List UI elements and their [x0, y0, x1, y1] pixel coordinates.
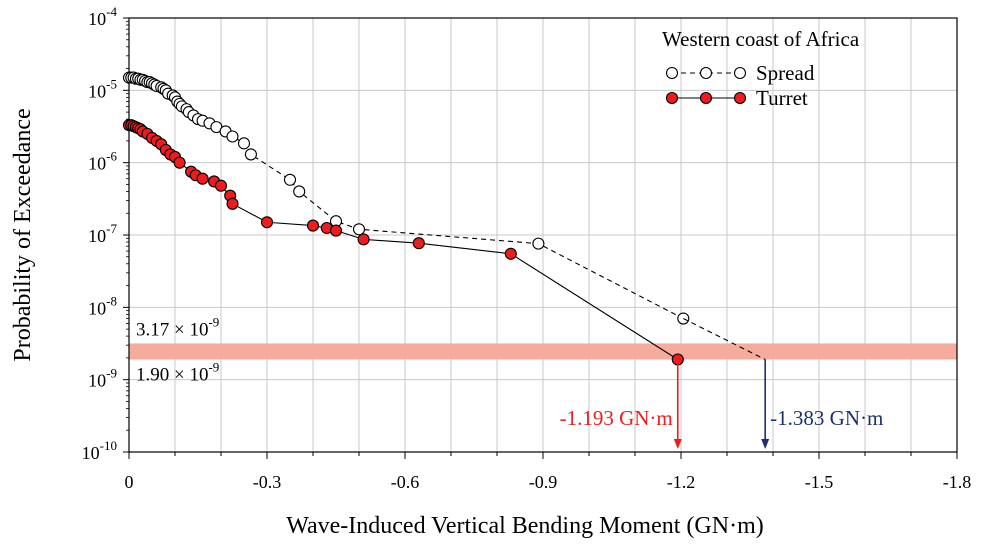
data-point-turret	[504, 247, 517, 260]
y-tick-label-exponent: -6	[106, 149, 117, 164]
x-tick-label: -0.3	[253, 472, 282, 492]
data-point-spread	[226, 130, 239, 143]
annotation-arrow-head	[673, 439, 682, 449]
legend-label: Spread	[756, 61, 815, 85]
y-tick-label-exponent: -7	[106, 221, 117, 236]
y-tick-label-exponent: -8	[106, 293, 117, 308]
data-point-turret	[329, 224, 343, 237]
y-axis-label: Probability of Exceedance	[10, 108, 36, 361]
data-point-turret	[412, 237, 425, 250]
annotation-label: -1.193 GN·m	[560, 406, 673, 430]
legend-title: Western coast of Africa	[662, 27, 860, 51]
series-line-spread	[129, 77, 684, 320]
annotation-layer: -1.193 GN·m -1.383 GN·m	[560, 359, 883, 449]
y-tick-label-exponent: -10	[100, 438, 117, 453]
band-label-upper: 3.17 × 10-9	[136, 314, 219, 340]
legend-marker	[665, 66, 679, 80]
legend-marker	[733, 66, 747, 80]
y-tick-label-exponent: -9	[106, 366, 117, 381]
data-point-spread	[283, 173, 297, 186]
data-point-turret	[214, 179, 228, 192]
data-point-turret	[196, 172, 209, 185]
legend-label: Turret	[756, 86, 808, 110]
y-tick-label: 10-6	[88, 149, 117, 174]
legend-marker	[699, 66, 713, 80]
data-point-turret	[226, 197, 239, 210]
x-tick-label: -1.5	[805, 472, 834, 492]
legend-marker	[733, 91, 747, 105]
data-point-spread	[293, 185, 306, 198]
y-tick-label-exponent: -5	[106, 76, 117, 91]
exceedance-band	[129, 343, 957, 360]
x-tick-label: -0.9	[529, 472, 558, 492]
y-tick-label: 10-7	[88, 221, 117, 246]
y-tick-label-exponent: -4	[106, 4, 117, 19]
grid-layer	[129, 18, 957, 452]
series-layer	[122, 71, 766, 366]
x-tick-label: -1.2	[667, 472, 696, 492]
annotation-label: -1.383 GN·m	[770, 406, 883, 430]
band-label-lower-exponent: -9	[208, 360, 219, 375]
data-point-spread	[237, 137, 251, 150]
x-tick-label: -0.6	[391, 472, 420, 492]
data-point-spread	[244, 148, 257, 161]
data-point-spread	[532, 237, 545, 250]
exceedance-band-layer: 3.17 × 10-9 1.90 × 10-9	[129, 314, 957, 386]
legend-marker	[665, 91, 679, 105]
band-label-upper-exponent: -9	[208, 314, 219, 329]
y-tick-label: 10-8	[88, 293, 117, 318]
x-tick-label: -1.8	[943, 472, 972, 492]
y-tick-label: 10-4	[88, 4, 117, 29]
x-tick-label: 0	[125, 472, 134, 492]
data-point-spread	[352, 223, 366, 236]
annotation-arrow-head	[761, 439, 770, 449]
axes-layer: 0 -0.3 -0.6 -0.9 -1.2 -1.5 -1.8 10-10 10-9 10-8 10…	[82, 4, 972, 492]
data-point-turret	[306, 219, 320, 232]
data-point-turret	[173, 156, 186, 169]
y-tick-label: 10-9	[88, 366, 117, 391]
data-point-turret	[260, 216, 274, 229]
legend-marker	[699, 91, 713, 105]
data-point-turret	[357, 233, 370, 246]
extension-line-spread	[683, 318, 766, 360]
y-tick-label: 10-10	[82, 438, 117, 463]
x-axis-label: Wave-Induced Vertical Bending Moment (GN…	[286, 513, 763, 539]
band-label-lower: 1.90 × 10-9	[136, 360, 219, 386]
y-tick-label: 10-5	[88, 76, 117, 101]
